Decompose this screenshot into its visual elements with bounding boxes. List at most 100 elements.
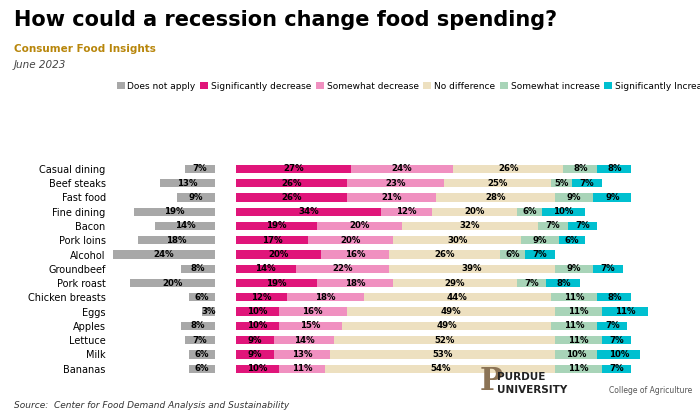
Text: 8%: 8% (190, 321, 205, 331)
Text: 10%: 10% (247, 307, 267, 316)
Text: 6%: 6% (565, 236, 579, 245)
Bar (236, 322, 279, 330)
Bar (389, 250, 500, 259)
Text: 8%: 8% (190, 264, 205, 273)
Bar (236, 279, 317, 287)
Text: 26%: 26% (281, 178, 302, 188)
Bar (326, 365, 555, 373)
Bar (308, 236, 393, 244)
Bar (189, 293, 215, 302)
Bar (176, 193, 215, 202)
Text: 11%: 11% (292, 364, 312, 373)
Text: 7%: 7% (545, 221, 560, 231)
Bar (130, 279, 215, 287)
Text: 29%: 29% (444, 278, 466, 288)
Text: 14%: 14% (294, 336, 314, 345)
Text: 9%: 9% (248, 350, 262, 359)
Bar (559, 236, 584, 244)
Text: 11%: 11% (564, 321, 584, 331)
Bar (598, 322, 627, 330)
Bar (113, 250, 215, 259)
Text: 7%: 7% (601, 264, 615, 273)
Text: 8%: 8% (607, 293, 622, 302)
Bar (547, 279, 580, 287)
Text: 9%: 9% (567, 193, 581, 202)
Bar (160, 179, 215, 187)
Bar (555, 265, 593, 273)
Bar (602, 307, 648, 316)
Text: 5%: 5% (554, 178, 568, 188)
Bar (236, 179, 346, 187)
Text: 34%: 34% (298, 207, 318, 216)
Bar (453, 165, 564, 173)
Bar (274, 350, 330, 359)
Text: College of Agriculture: College of Agriculture (609, 386, 692, 395)
Bar (568, 222, 598, 230)
Text: 26%: 26% (498, 164, 519, 173)
Text: 8%: 8% (607, 164, 622, 173)
Bar (564, 165, 598, 173)
Bar (185, 165, 215, 173)
Bar (381, 207, 432, 216)
Bar (393, 236, 521, 244)
Text: 32%: 32% (460, 221, 480, 231)
Text: 20%: 20% (268, 250, 289, 259)
Bar (236, 307, 279, 316)
Bar (236, 293, 287, 302)
Text: 24%: 24% (153, 250, 174, 259)
Text: 25%: 25% (487, 178, 508, 188)
Bar (551, 179, 572, 187)
Text: 20%: 20% (162, 278, 183, 288)
Bar (432, 207, 517, 216)
Text: 10%: 10% (247, 364, 267, 373)
Bar (517, 279, 547, 287)
Bar (555, 350, 598, 359)
Bar (542, 207, 584, 216)
Text: How could a recession change food spending?: How could a recession change food spendi… (14, 10, 557, 31)
Bar (555, 193, 593, 202)
Text: 8%: 8% (556, 278, 570, 288)
Bar (202, 307, 215, 316)
Text: 7%: 7% (609, 364, 624, 373)
Text: 19%: 19% (266, 221, 287, 231)
Text: 8%: 8% (573, 164, 588, 173)
Bar (321, 250, 389, 259)
Text: 10%: 10% (247, 321, 267, 331)
Text: P: P (480, 366, 503, 397)
Text: 6%: 6% (522, 207, 537, 216)
Bar (279, 322, 342, 330)
Text: 52%: 52% (434, 336, 454, 345)
Text: 14%: 14% (175, 221, 195, 231)
Text: 10%: 10% (566, 350, 587, 359)
Text: 14%: 14% (256, 264, 276, 273)
Bar (317, 279, 393, 287)
Bar (236, 207, 381, 216)
Bar (551, 322, 598, 330)
Text: 16%: 16% (345, 250, 365, 259)
Bar (134, 207, 215, 216)
Bar (538, 222, 568, 230)
Text: 3%: 3% (201, 307, 216, 316)
Bar (602, 365, 631, 373)
Bar (236, 365, 279, 373)
Bar (279, 365, 326, 373)
Text: 9%: 9% (533, 236, 547, 245)
Bar (351, 165, 453, 173)
Text: 12%: 12% (396, 207, 416, 216)
Text: Consumer Food Insights: Consumer Food Insights (14, 44, 156, 54)
Bar (279, 307, 346, 316)
Text: 7%: 7% (609, 336, 624, 345)
Text: 19%: 19% (266, 278, 287, 288)
Bar (181, 322, 215, 330)
Bar (555, 365, 602, 373)
Legend: Does not apply, Significantly decrease, Somewhat decrease, No difference, Somewh: Does not apply, Significantly decrease, … (113, 78, 700, 94)
Text: 49%: 49% (440, 307, 461, 316)
Text: 11%: 11% (568, 307, 589, 316)
Text: 11%: 11% (564, 293, 584, 302)
Text: 12%: 12% (251, 293, 272, 302)
Bar (330, 350, 555, 359)
Bar (189, 365, 215, 373)
Bar (181, 265, 215, 273)
Text: 6%: 6% (195, 293, 209, 302)
Text: 13%: 13% (177, 178, 197, 188)
